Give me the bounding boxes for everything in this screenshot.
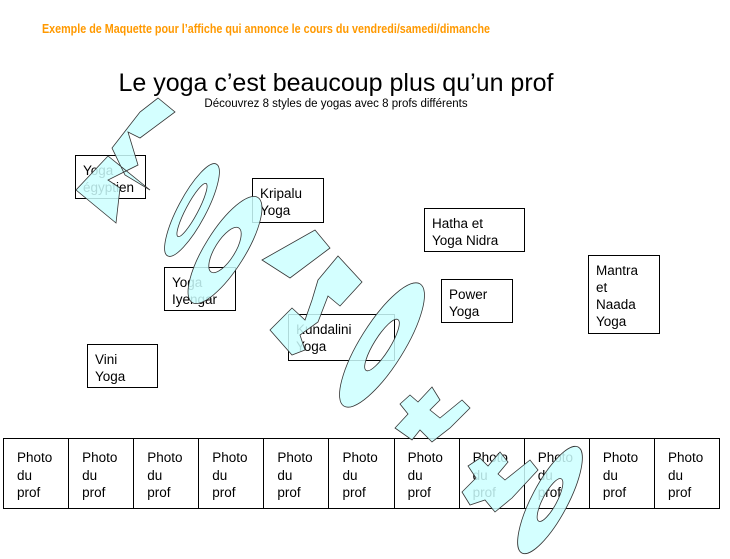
style-label-line: Vini: [95, 352, 118, 367]
photo-label-line: prof: [342, 485, 366, 500]
page-subtitle: Découvrez 8 styles de yogas avec 8 profs…: [204, 98, 468, 110]
photo-label-line: du: [667, 467, 683, 483]
photo-label-line: du: [147, 467, 163, 483]
photo-label-line: prof: [407, 485, 431, 500]
photo-placeholder-cell: Photo du prof: [329, 439, 395, 508]
photo-label-line: Photo: [602, 450, 639, 465]
photo-label-line: du: [602, 467, 618, 483]
style-label-line: Yoga: [95, 369, 126, 384]
style-label-line: et: [596, 280, 608, 295]
photo-label-line: prof: [17, 485, 41, 500]
photo-label-line: du: [472, 467, 488, 483]
photo-label-line: prof: [277, 485, 301, 500]
yoga-style-box: Power Yoga: [441, 279, 513, 323]
style-label-line: Naada: [596, 297, 636, 312]
watermark-letter-a-shape: [164, 163, 220, 257]
style-label-line: Yoga: [172, 275, 203, 290]
style-label-line: Kundalini: [296, 322, 352, 337]
photo-placeholder-cell: Photo du prof: [4, 439, 70, 508]
photo-label-line: Photo: [147, 450, 183, 465]
photo-placeholder-cell: Photo du prof: [655, 439, 719, 508]
photo-label-line: du: [82, 467, 98, 483]
yoga-style-box: Yoga Iyengar: [164, 267, 236, 311]
photo-placeholder-cell: Photo du prof: [134, 439, 200, 508]
style-label-line: Yoga: [296, 339, 327, 354]
photo-label-line: Photo: [407, 450, 443, 465]
yoga-style-box: Mantra et Naada Yoga: [588, 255, 660, 334]
style-label-line: Yoga Nidra: [432, 233, 499, 248]
yoga-style-box: Yoga égyptien: [75, 155, 146, 199]
photo-placeholder-cell: Photo du prof: [69, 439, 135, 508]
photo-label-line: du: [277, 467, 293, 483]
photo-placeholder-cell: Photo du prof: [264, 439, 330, 508]
photo-label-line: Photo: [277, 450, 313, 465]
style-label-line: Kripalu: [260, 186, 303, 201]
photo-label-line: Photo: [342, 450, 378, 465]
photo-placeholder-cell: Photo du prof: [525, 439, 590, 508]
photo-label-line: Photo: [212, 450, 248, 465]
style-label-line: Yoga: [83, 163, 114, 178]
photo-label-line: prof: [82, 485, 106, 500]
photo-label-line: Photo: [472, 450, 508, 465]
photo-label-line: Photo: [667, 450, 704, 465]
photo-label-line: du: [212, 467, 228, 483]
photo-label-line: prof: [602, 485, 627, 500]
photo-label-line: prof: [212, 485, 236, 500]
photo-label-line: prof: [537, 485, 562, 500]
watermark-letter-q-stem-shape: [261, 229, 331, 279]
photo-label-line: prof: [147, 485, 171, 500]
yoga-style-box: Kundalini Yoga: [288, 314, 395, 361]
style-label-line: Yoga: [260, 203, 291, 218]
photo-placeholder-cell: Photo du prof: [460, 439, 525, 508]
photo-placeholder-cell: Photo du prof: [590, 439, 655, 508]
photo-label-line: du: [17, 467, 33, 483]
photo-label-line: prof: [472, 485, 496, 500]
photo-label-line: prof: [667, 485, 692, 500]
yoga-style-box: Kripalu Yoga: [252, 178, 324, 223]
yoga-style-box: Vini Yoga: [87, 344, 158, 388]
photo-label-line: du: [537, 467, 553, 483]
photo-label-line: Photo: [17, 450, 53, 465]
style-label-line: Mantra: [596, 263, 639, 278]
style-label-line: Power: [449, 287, 488, 302]
page-title: Le yoga c’est beaucoup plus qu’un prof: [118, 69, 554, 97]
style-label-line: Iyengar: [172, 292, 218, 307]
photo-label-line: Photo: [537, 450, 574, 465]
yoga-style-box: Hatha et Yoga Nidra: [424, 208, 525, 252]
photo-placeholder-cell: Photo du prof: [199, 439, 265, 508]
style-label-line: Yoga: [449, 304, 480, 319]
photo-label-line: du: [342, 467, 358, 483]
photo-label-line: du: [407, 467, 423, 483]
style-label-line: égyptien: [83, 180, 135, 195]
style-label-line: Hatha et: [432, 216, 484, 231]
photo-row: Photo du prof Photo du prof Photo du prof Photo du…: [3, 438, 720, 509]
style-label-line: Yoga: [596, 314, 627, 329]
photo-label-line: Photo: [82, 450, 118, 465]
header-note: Exemple de Maquette pour l’affiche qui a…: [42, 22, 491, 36]
watermark-letter-t-shape: [394, 386, 471, 443]
photo-placeholder-cell: Photo du prof: [395, 439, 460, 508]
